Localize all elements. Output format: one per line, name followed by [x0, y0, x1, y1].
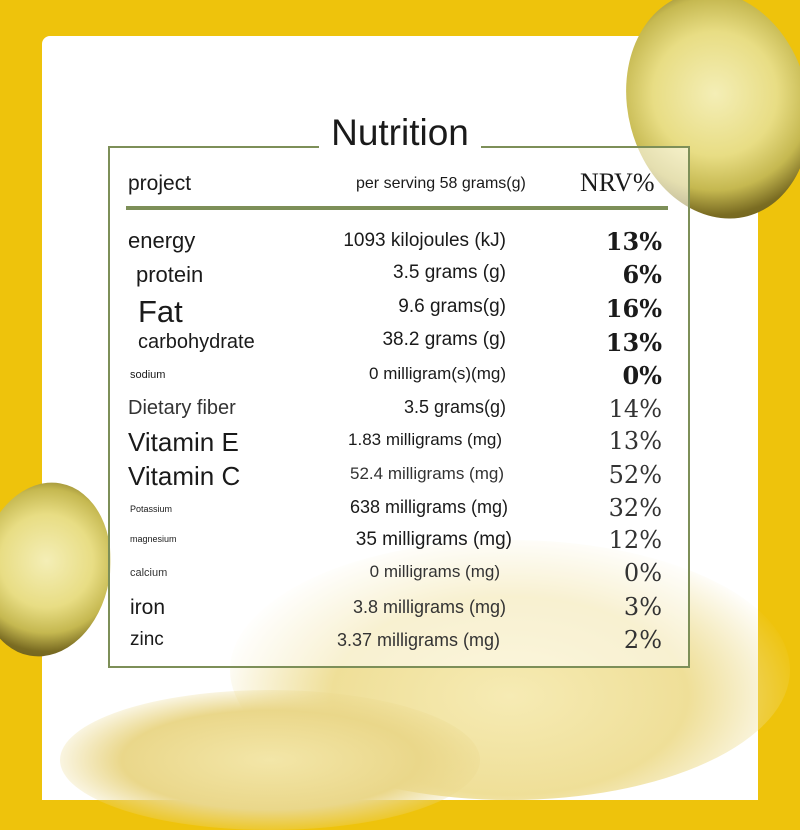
nutrient-amount: 3.5 grams(g): [403, 397, 506, 417]
table-row: zinc 3.37 milligrams (mg) 2%: [110, 626, 688, 659]
page-title: Nutrition: [0, 112, 800, 154]
nutrient-nrv: 16%: [605, 294, 662, 323]
title-text: Nutrition: [319, 112, 481, 153]
nutrient-nrv: 13%: [605, 227, 662, 256]
nutrient-amount: 1093 kilojoules (kJ): [343, 230, 506, 251]
nutrient-amount: 3.8 milligrams (mg): [352, 597, 506, 617]
nutrient-name: sodium: [130, 369, 166, 381]
nutrient-nrv: 52%: [608, 461, 662, 489]
nutrient-name: energy: [128, 228, 196, 253]
nutrient-amount: 638 milligrams (mg): [349, 497, 508, 517]
nutrient-nrv: 6%: [622, 260, 662, 289]
header-project: project: [128, 172, 192, 195]
nutrient-nrv: 12%: [608, 526, 662, 554]
table-row: Vitamin C 52.4 milligrams (mg) 52%: [110, 461, 688, 494]
nutrient-name: protein: [136, 262, 204, 287]
nutrient-nrv: 32%: [608, 494, 662, 522]
nutrient-amount: 52.4 milligrams (mg): [350, 464, 504, 483]
nutrient-name: Potassium: [130, 504, 173, 514]
header-nrv: NRV%: [580, 168, 655, 197]
nutrient-name: Dietary fiber: [128, 397, 236, 419]
nutrient-name: Vitamin E: [128, 427, 239, 457]
header-divider: [126, 206, 668, 210]
nutrition-table: project per serving 58 grams(g) NRV% ene…: [108, 146, 690, 668]
nutrient-amount: 9.6 grams(g): [398, 296, 506, 317]
table-row: magnesium 35 milligrams (mg) 12%: [110, 526, 688, 559]
nutrient-name: magnesium: [130, 534, 177, 544]
table-row: calcium 0 milligrams (mg) 0%: [110, 559, 688, 592]
table-row: sodium 0 milligram(s)(mg) 0%: [110, 361, 688, 394]
nutrient-amount: 1.83 milligrams (mg): [348, 430, 502, 449]
nutrient-amount: 0 milligram(s)(mg): [369, 364, 506, 383]
nutrient-amount: 35 milligrams (mg): [355, 529, 512, 550]
table-row: Potassium 638 milligrams (mg) 32%: [110, 494, 688, 527]
table-row: Fat 9.6 grams(g) 16%: [110, 294, 688, 329]
nutrient-nrv: 13%: [605, 328, 662, 357]
nutrient-amount: 0 milligrams (mg): [369, 562, 500, 581]
table-row: carbohydrate 38.2 grams (g) 13%: [110, 328, 688, 361]
table-row: energy 1093 kilojoules (kJ) 13%: [110, 226, 688, 259]
durian-flesh-image-bottom: [60, 690, 480, 830]
table-row: iron 3.8 milligrams (mg) 3%: [110, 593, 688, 626]
nutrient-amount: 38.2 grams (g): [382, 329, 506, 350]
table-row: Dietary fiber 3.5 grams(g) 14%: [110, 395, 688, 428]
nutrient-nrv: 3%: [623, 593, 662, 621]
nutrient-name: iron: [130, 596, 166, 619]
header-serving: per serving 58 grams(g): [356, 175, 526, 192]
nutrient-name: zinc: [130, 629, 164, 650]
nutrient-nrv: 0%: [622, 361, 662, 390]
nutrient-name: carbohydrate: [138, 331, 255, 353]
table-row: Vitamin E 1.83 milligrams (mg) 13%: [110, 427, 688, 460]
nutrient-name: calcium: [130, 567, 168, 579]
table-row: protein 3.5 grams (g) 6%: [110, 259, 688, 292]
nutrient-nrv: 14%: [608, 395, 662, 423]
nutrient-amount: 3.5 grams (g): [393, 262, 506, 283]
table-header: project per serving 58 grams(g) NRV%: [110, 148, 688, 210]
nutrient-name: Vitamin C: [128, 461, 241, 491]
nutrient-amount: 3.37 milligrams (mg): [336, 630, 500, 650]
nutrient-nrv: 13%: [608, 427, 662, 455]
nutrient-nrv: 2%: [623, 626, 662, 654]
nutrient-nrv: 0%: [623, 559, 662, 587]
nutrient-name: Fat: [138, 294, 183, 329]
